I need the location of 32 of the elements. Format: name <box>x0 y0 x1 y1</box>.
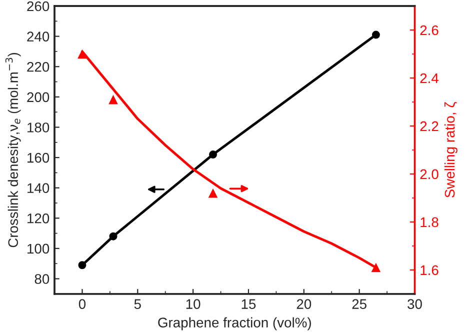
x-tick-label: 10 <box>186 299 200 309</box>
y-axis-title: Crosslink denesity,ν$_{e}$ (mol.m$^{−3}$) <box>5 52 21 248</box>
point <box>372 30 380 39</box>
y-tick-label: 140 <box>28 183 50 194</box>
y2-tick-label: 2.6 <box>420 25 438 36</box>
x-tick-label: 25 <box>352 299 366 309</box>
y2-tick-label: 2.2 <box>420 121 438 132</box>
x-axis-title: Graphene fraction (vol%) <box>158 317 311 330</box>
x-tick-label: 5 <box>134 299 141 309</box>
y-tick-label: 160 <box>28 152 50 163</box>
y2-tick-label: 2.4 <box>420 73 439 84</box>
y-tick-label: 80 <box>34 274 50 284</box>
y-tick-label: 260 <box>27 1 50 12</box>
point <box>208 188 218 198</box>
x-tick-label: 0 <box>78 299 86 309</box>
point <box>209 150 218 159</box>
y2-tick-label: 1.8 <box>420 217 438 228</box>
y-tick-label: 180 <box>28 122 50 132</box>
y-tick-label: 120 <box>28 213 50 224</box>
y-tick-label: 200 <box>27 92 50 102</box>
point <box>109 232 118 240</box>
y-tick-label: 240 <box>27 32 50 42</box>
y2-tick-label: 2.0 <box>420 169 438 180</box>
point <box>108 94 118 104</box>
y-tick-label: 100 <box>28 244 50 254</box>
x-tick-label: 20 <box>296 299 312 309</box>
point <box>78 261 86 270</box>
x-tick-label: 15 <box>242 299 256 309</box>
y-tick-label: 220 <box>27 62 50 72</box>
x-tick-label: 30 <box>408 299 422 309</box>
y2-tick-label: 1.6 <box>420 265 438 276</box>
y2-axis-title: Swelling ratio, ζ <box>444 102 458 198</box>
